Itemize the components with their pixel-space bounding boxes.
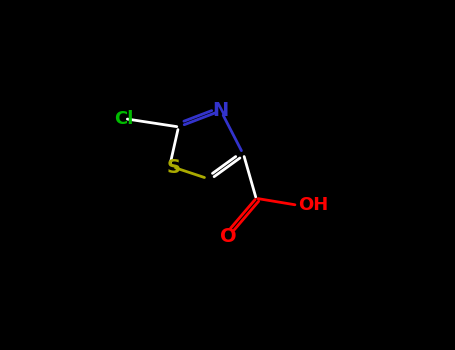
Text: N: N [213,101,229,120]
Text: O: O [220,226,236,246]
Text: Cl: Cl [114,110,134,128]
Text: S: S [166,158,180,177]
Text: OH: OH [298,196,329,214]
